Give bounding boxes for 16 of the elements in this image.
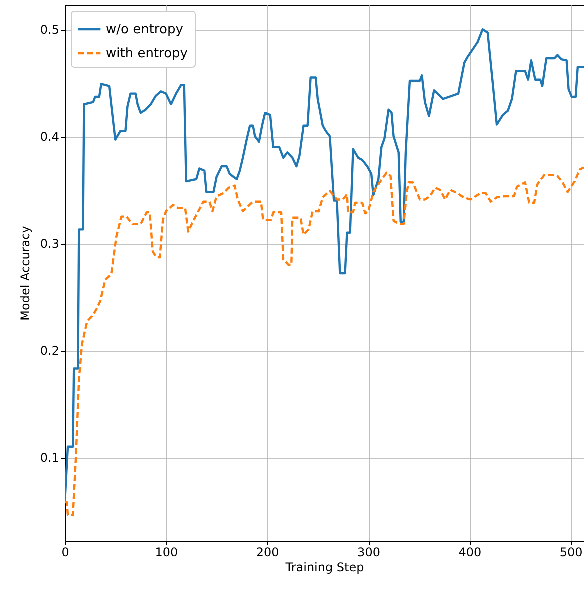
legend-label: with entropy [106, 46, 188, 62]
x-tick-label: 0 [62, 546, 70, 560]
x-tick-label: 200 [256, 546, 280, 560]
x-axis-title: Training Step [284, 560, 364, 574]
y-tick-label: 0.3 [40, 237, 60, 252]
x-tick-label: 500 [560, 546, 583, 560]
x-tick-label: 400 [458, 546, 482, 560]
y-tick-label: 0.4 [40, 130, 60, 144]
legend-label: w/o entropy [106, 22, 184, 38]
y-tick-label: 0.2 [40, 344, 60, 358]
x-tick-label: 100 [155, 546, 178, 560]
x-tick-label: 300 [358, 546, 380, 560]
line-series [65, 166, 584, 516]
y-axis-title: Model Accuracy [18, 226, 32, 321]
y-tick-label: 0.1 [40, 451, 60, 466]
y-tick-label: 0.5 [40, 23, 60, 38]
